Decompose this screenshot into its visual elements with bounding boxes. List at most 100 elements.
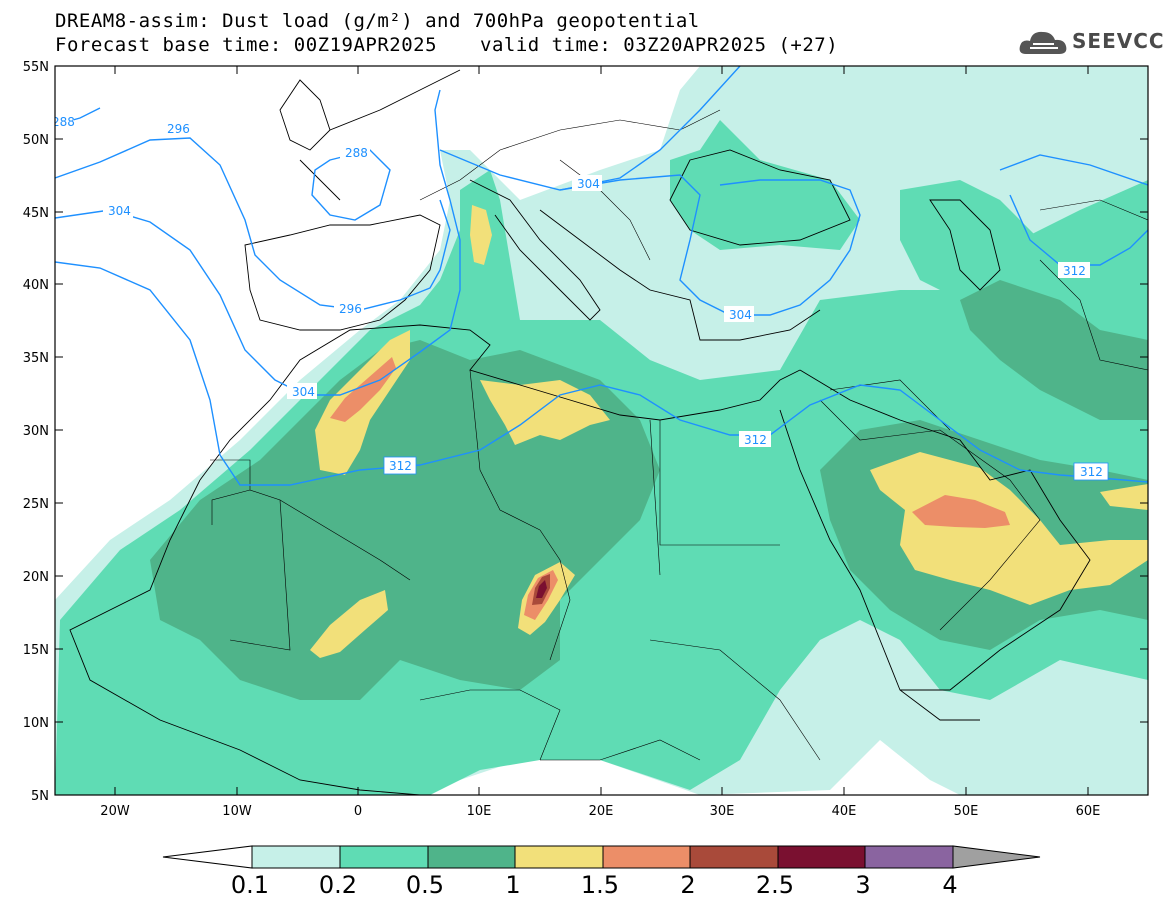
lon-label-60e: 60E: [1076, 804, 1101, 819]
colorbar-label-0: 0.1: [231, 871, 269, 899]
lon-label-20w: 20W: [100, 804, 130, 819]
lat-label-25n: 25N: [23, 497, 49, 512]
colorbar-label-6: 2.5: [756, 871, 794, 899]
colorbar-label-1: 0.2: [319, 871, 357, 899]
coast-europe-north: [299, 69, 461, 201]
colorbar-bin-5: [689, 845, 779, 869]
lon-label-20e: 20E: [589, 804, 614, 819]
dust-yellow-arabia: [870, 452, 1148, 605]
border-car: [540, 739, 701, 761]
border-egypt-sudan: [659, 420, 780, 546]
lon-label-40e: 40E: [832, 804, 857, 819]
dust-orange-morocco: [330, 357, 396, 422]
lon-label-10w: 10W: [222, 804, 252, 819]
cloud-icon: [1019, 31, 1067, 54]
contour-label-304-aegean: 304: [729, 308, 752, 322]
lat-label-20n: 20N: [23, 570, 49, 585]
colorbar: 0.1 0.2 0.5 1 1.5 2 2.5 3 4: [162, 845, 1041, 899]
lon-label-30e: 30E: [710, 804, 735, 819]
contour-label-288-iberia: 288: [345, 146, 368, 160]
colorbar-bin-6: [777, 845, 866, 869]
lat-axis: 55N 50N 45N 40N 35N 30N 25N 20N 15N 10N …: [23, 60, 1148, 804]
dust-medium-central-asia: [900, 180, 1040, 300]
forecast-times: Forecast base time: 00Z19APR2025 valid ti…: [55, 34, 838, 56]
contour-labels: 288 296 288 304 296 304 312 304 304 312 …: [52, 113, 1109, 481]
colorbar-bin-7: [864, 845, 954, 869]
border-west-sahara: [211, 489, 251, 525]
border-iraq-iran: [829, 379, 951, 431]
lat-label-5n: 5N: [31, 789, 49, 804]
valid-time: valid time: 03Z20APR2025 (+27): [480, 34, 839, 56]
colorbar-label-4: 1.5: [581, 871, 619, 899]
dust-orange-arabia: [912, 495, 1010, 528]
coast-balkans: [539, 209, 821, 341]
dust-yellow-libya: [480, 380, 610, 445]
lat-label-15n: 15N: [23, 643, 49, 658]
contour-label-312-sahara: 312: [389, 459, 412, 473]
contour-label-304-w: 304: [108, 204, 131, 218]
map-title: DREAM8-assim: Dust load (g/m²) and 700hP…: [55, 10, 700, 32]
contour-label-304-sw: 304: [292, 385, 315, 399]
dust-yellow-mali: [310, 590, 388, 658]
contour-label-288-w: 288: [52, 115, 75, 129]
lon-label-50e: 50E: [954, 804, 979, 819]
coast-britain: [279, 79, 331, 151]
colorbar-bin-0: [251, 845, 341, 869]
border-algeria-libya: [469, 369, 541, 531]
colorbar-bin-2: [427, 845, 516, 869]
colorbar-bin-3: [514, 845, 604, 869]
coast-iberia: [244, 214, 441, 331]
border-nigeria: [419, 689, 561, 761]
lat-label-10n: 10N: [23, 716, 49, 731]
coast-caspian: [929, 199, 1001, 291]
contour-304-west: [55, 89, 461, 396]
dust-yellow-oman: [1100, 484, 1148, 510]
contour-label-312-egypt: 312: [744, 433, 767, 447]
lon-axis: 20W 10W 0 10E 20E 30E 40E 50E 60E: [100, 66, 1100, 819]
contour-label-312-iran: 312: [1080, 465, 1103, 479]
border-kazakh: [1039, 199, 1148, 221]
seevccc-logo: SEEVCCC: [1018, 26, 1165, 60]
coast-italy: [469, 179, 601, 321]
map-area: 288 296 288 304 296 304 312 304 304 312 …: [52, 66, 1148, 795]
border-sudan-ethiopia: [649, 639, 821, 761]
contour-288-iberia: [311, 149, 391, 221]
coast-west-africa: [69, 479, 421, 795]
border-niger-chad: [539, 529, 571, 661]
contour-label-296-w: 296: [167, 122, 190, 136]
contour-label-312-asia: 312: [1063, 264, 1086, 278]
lat-label-40n: 40N: [23, 278, 49, 293]
lat-label-30n: 30N: [23, 424, 49, 439]
colorbar-label-5: 2: [680, 871, 695, 899]
logo-text: SEEVCCC: [1072, 29, 1165, 53]
colorbar-bin-4: [602, 845, 691, 869]
coast-red-sea: [779, 409, 980, 721]
lon-label-0: 0: [354, 804, 362, 819]
colorbar-label-3: 1: [505, 871, 520, 899]
dust-medium-black-sea: [670, 120, 860, 250]
colorbar-over-arrow: [952, 845, 1041, 869]
border-mauritania: [210, 459, 291, 651]
border-saudi: [819, 399, 1041, 631]
contour-312-south: [55, 261, 1148, 486]
colorbar-label-8: 4: [942, 871, 957, 899]
border-mali-algeria: [279, 499, 411, 581]
contour-label-296-sw: 296: [339, 302, 362, 316]
lat-label-55n: 55N: [23, 60, 49, 75]
colorbar-label-2: 0.5: [406, 871, 444, 899]
lat-label-45n: 45N: [23, 206, 49, 221]
colorbar-label-7: 3: [855, 871, 870, 899]
border-iran-afghan: [1039, 259, 1148, 371]
coast-arabia: [799, 369, 1091, 691]
coast-black-sea: [669, 149, 851, 246]
contour-296-west: [55, 137, 451, 311]
contour-label-304-europe: 304: [577, 177, 600, 191]
lon-label-10e: 10E: [467, 804, 492, 819]
lat-ticks: [55, 138, 1148, 723]
dust-yellow-corsica: [470, 205, 492, 265]
colorbar-under-arrow: [162, 845, 253, 869]
dust-maroon-core: [536, 580, 547, 598]
dust-dark-iran: [960, 280, 1148, 420]
lat-label-35n: 35N: [23, 351, 49, 366]
